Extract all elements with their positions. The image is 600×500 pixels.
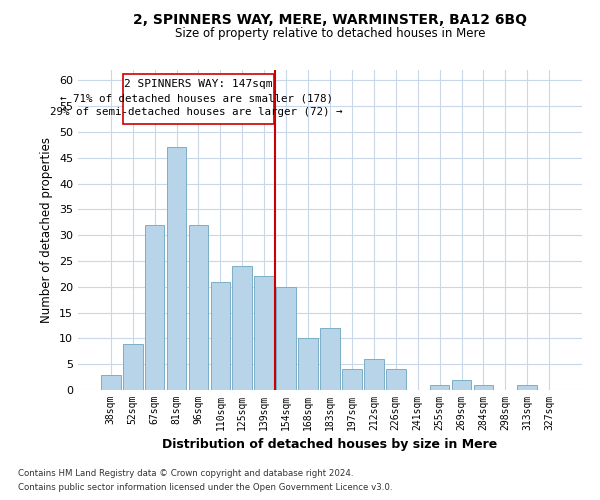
Bar — [452, 380, 472, 390]
Text: Contains public sector information licensed under the Open Government Licence v3: Contains public sector information licen… — [18, 484, 392, 492]
Text: Contains HM Land Registry data © Crown copyright and database right 2024.: Contains HM Land Registry data © Crown c… — [18, 468, 353, 477]
Bar — [430, 385, 449, 390]
Bar — [342, 370, 362, 390]
Text: 29% of semi-detached houses are larger (72) →: 29% of semi-detached houses are larger (… — [50, 107, 343, 117]
Bar — [298, 338, 318, 390]
Bar — [364, 359, 384, 390]
X-axis label: Distribution of detached houses by size in Mere: Distribution of detached houses by size … — [163, 438, 497, 452]
Bar — [123, 344, 143, 390]
Bar — [473, 385, 493, 390]
FancyBboxPatch shape — [123, 74, 274, 124]
Y-axis label: Number of detached properties: Number of detached properties — [40, 137, 53, 323]
Text: 2, SPINNERS WAY, MERE, WARMINSTER, BA12 6BQ: 2, SPINNERS WAY, MERE, WARMINSTER, BA12 … — [133, 12, 527, 26]
Bar — [211, 282, 230, 390]
Bar — [254, 276, 274, 390]
Text: 2 SPINNERS WAY: 147sqm: 2 SPINNERS WAY: 147sqm — [124, 80, 273, 90]
Bar — [517, 385, 537, 390]
Bar — [167, 148, 187, 390]
Text: ← 71% of detached houses are smaller (178): ← 71% of detached houses are smaller (17… — [60, 94, 333, 104]
Bar — [101, 374, 121, 390]
Bar — [386, 370, 406, 390]
Bar — [145, 225, 164, 390]
Text: Size of property relative to detached houses in Mere: Size of property relative to detached ho… — [175, 28, 485, 40]
Bar — [232, 266, 252, 390]
Bar — [276, 287, 296, 390]
Bar — [320, 328, 340, 390]
Bar — [188, 225, 208, 390]
